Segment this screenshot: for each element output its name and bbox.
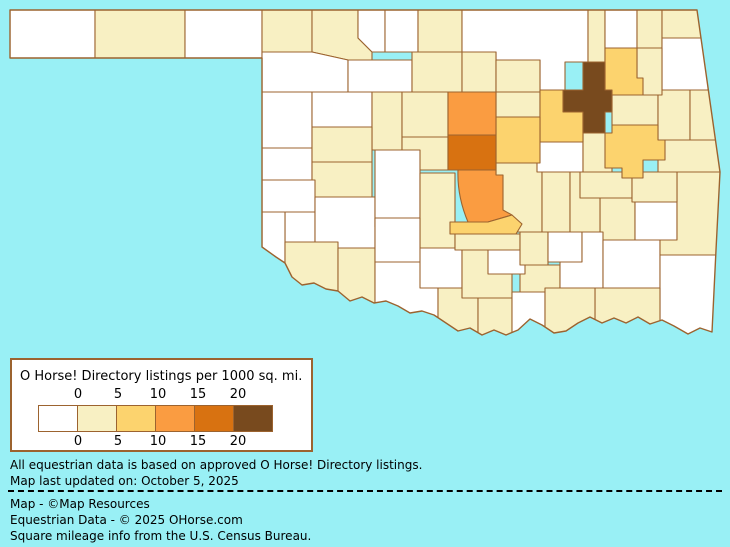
county-layer xyxy=(10,10,720,335)
county-muskogee xyxy=(604,124,666,179)
county-cimarron xyxy=(10,10,96,59)
county-pontotoc xyxy=(519,231,549,266)
state-outline xyxy=(9,9,721,336)
county-pawnee xyxy=(495,59,541,93)
county-seminole xyxy=(541,171,571,233)
county-custer xyxy=(311,126,373,163)
county-noble xyxy=(461,51,497,93)
county-oklahoma xyxy=(447,134,497,171)
legend-swatch-3 xyxy=(116,405,156,432)
county-adair xyxy=(689,89,720,141)
county-kingfisher xyxy=(401,91,449,138)
county-rogers xyxy=(604,47,644,96)
county-mcclain xyxy=(449,214,523,235)
county-ellis xyxy=(261,91,313,149)
county-okfuskee xyxy=(536,141,584,173)
county-texas xyxy=(94,10,186,59)
county-murray xyxy=(487,249,526,275)
legend-tick-label: 0 xyxy=(73,387,83,402)
county-stephens xyxy=(419,247,463,289)
legend-ticks-bottom: 0 5 10 15 20 xyxy=(12,434,311,450)
county-kay xyxy=(417,10,463,53)
county-washington xyxy=(587,10,606,63)
county-craig xyxy=(636,10,663,49)
legend-ticks-top: 0 5 10 15 20 xyxy=(12,387,311,403)
county-pushmataha xyxy=(602,239,661,289)
legend-tick-label: 15 xyxy=(189,434,207,449)
county-payne xyxy=(495,91,541,118)
county-caddo xyxy=(374,149,421,228)
census-credit: Square mileage info from the U.S. Census… xyxy=(10,529,312,543)
county-logan xyxy=(447,91,497,136)
county-alfalfa xyxy=(357,10,386,53)
legend-tick-label: 0 xyxy=(73,434,83,449)
county-major xyxy=(347,59,413,93)
legend-swatch-6 xyxy=(233,405,273,432)
county-latimer xyxy=(634,201,678,241)
legend-tick-label: 5 xyxy=(113,434,123,449)
county-grant xyxy=(384,10,419,53)
legend-tick-label: 5 xyxy=(113,387,123,402)
legend-color-ramp xyxy=(38,405,278,432)
county-beaver xyxy=(184,10,263,59)
legend-swatch-4 xyxy=(155,405,195,432)
county-roger-mills xyxy=(261,147,313,181)
dashed-divider xyxy=(8,490,722,492)
last-updated-text: Map last updated on: October 5, 2025 xyxy=(10,474,239,488)
legend-tick-label: 15 xyxy=(189,387,207,402)
county-coal xyxy=(547,231,583,263)
legend-tick-label: 10 xyxy=(149,434,167,449)
equestrian-data-credit: Equestrian Data - © 2025 OHorse.com xyxy=(10,513,243,527)
county-jackson xyxy=(284,241,339,311)
county-garfield xyxy=(411,51,463,93)
map-credit: Map - ©Map Resources xyxy=(10,497,150,511)
county-wagoner xyxy=(611,94,659,126)
county-harper xyxy=(261,10,313,53)
legend-tick-label: 20 xyxy=(229,387,247,402)
county-pittsburg xyxy=(599,197,636,246)
legend-swatch-2 xyxy=(77,405,117,432)
county-grady xyxy=(419,172,456,249)
county-woodward xyxy=(261,51,349,93)
legend: O Horse! Directory listings per 1000 sq.… xyxy=(10,358,313,452)
county-delaware xyxy=(661,37,709,91)
county-blaine xyxy=(371,91,403,151)
county-cleveland xyxy=(457,169,513,223)
county-sequoyah xyxy=(657,139,720,173)
legend-tick-label: 10 xyxy=(149,387,167,402)
county-nowata xyxy=(604,10,638,49)
county-lincoln xyxy=(495,116,541,164)
county-cherokee xyxy=(657,89,691,141)
legend-tick-label: 20 xyxy=(229,434,247,449)
county-tulsa xyxy=(562,61,613,134)
county-washita xyxy=(311,161,373,198)
county-beckham xyxy=(261,179,316,213)
county-le-flore xyxy=(659,169,720,256)
county-kiowa xyxy=(314,196,376,249)
legend-swatch-1 xyxy=(38,405,78,432)
county-greer xyxy=(284,211,316,243)
data-disclaimer: All equestrian data is based on approved… xyxy=(10,458,423,472)
county-garvin xyxy=(454,233,521,251)
county-love xyxy=(477,297,513,335)
county-marshall xyxy=(511,291,546,335)
legend-title: O Horse! Directory listings per 1000 sq.… xyxy=(20,369,303,384)
legend-swatch-5 xyxy=(194,405,234,432)
county-dewey xyxy=(311,91,373,128)
